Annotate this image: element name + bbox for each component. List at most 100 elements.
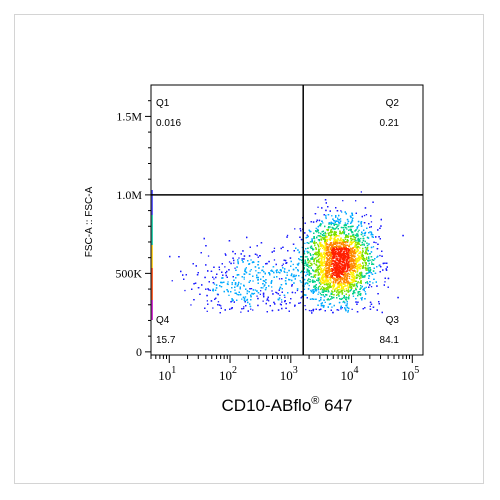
event-dot: [278, 278, 281, 280]
event-dot: [320, 236, 322, 238]
event-dot: [284, 296, 286, 298]
event-dots: [169, 191, 404, 314]
event-dot: [335, 239, 337, 241]
event-dot: [353, 238, 355, 240]
event-dot: [367, 265, 369, 267]
event-dot: [228, 294, 230, 296]
event-dot: [316, 279, 318, 281]
event-dot: [380, 225, 382, 227]
event-dot: [328, 258, 330, 261]
event-dot: [356, 235, 358, 238]
event-dot: [321, 245, 323, 248]
event-dot: [329, 278, 331, 281]
event-dot: [333, 228, 335, 230]
event-dot: [233, 262, 235, 264]
event-dot: [326, 249, 328, 251]
event-dot: [384, 281, 386, 283]
event-dot: [311, 280, 313, 282]
event-dot: [354, 258, 357, 260]
event-dot: [314, 276, 316, 278]
event-dot: [324, 272, 327, 274]
event-dot: [317, 271, 319, 273]
event-dot: [304, 242, 306, 244]
event-dot: [309, 279, 311, 281]
event-dot: [370, 286, 373, 288]
event-dot: [304, 260, 306, 263]
event-dot: [361, 255, 363, 258]
event-dot: [324, 273, 326, 275]
event-dot: [250, 288, 253, 290]
event-dot: [340, 242, 343, 244]
event-dot: [209, 289, 211, 291]
event-dot: [348, 275, 351, 278]
event-dot: [220, 305, 222, 307]
event-dot: [248, 273, 250, 275]
event-dot: [306, 256, 308, 258]
event-dot: [343, 224, 346, 226]
event-dot: [317, 248, 320, 250]
event-dot: [354, 238, 356, 240]
event-dot: [236, 293, 238, 296]
event-dot: [335, 246, 337, 248]
event-dot: [318, 240, 321, 242]
event-dot: [327, 254, 330, 256]
event-dot: [331, 215, 333, 217]
event-dot: [350, 284, 352, 286]
event-dot: [331, 306, 333, 308]
event-dot: [317, 265, 320, 267]
event-dot: [309, 281, 312, 283]
event-dot: [321, 252, 323, 254]
event-dot: [342, 301, 344, 303]
event-dot: [365, 262, 367, 264]
event-dot: [317, 206, 319, 208]
event-dot: [347, 269, 349, 271]
event-dot: [361, 267, 364, 269]
event-dot: [342, 200, 344, 202]
event-dot: [329, 275, 332, 277]
event-dot: [328, 262, 330, 264]
event-dot: [317, 293, 319, 295]
event-dot: [308, 284, 310, 287]
event-dot: [212, 307, 214, 309]
event-dot: [362, 235, 364, 237]
event-dot: [337, 268, 340, 271]
event-dot: [363, 260, 366, 262]
event-dot: [303, 286, 305, 288]
event-dot: [217, 304, 219, 306]
event-dot: [320, 279, 322, 281]
event-dot: [307, 252, 309, 254]
event-dot: [339, 259, 341, 261]
event-dot: [322, 222, 324, 224]
event-dot: [294, 228, 296, 230]
event-dot: [332, 265, 335, 267]
event-dot: [349, 254, 351, 256]
event-dot: [369, 226, 371, 228]
event-dot: [314, 240, 316, 242]
event-dot: [300, 281, 302, 283]
event-dot: [337, 242, 339, 244]
event-dot: [341, 307, 343, 309]
figure-frame: [14, 14, 484, 484]
event-dot: [369, 259, 371, 261]
event-dot: [344, 222, 346, 224]
event-dot: [282, 263, 284, 265]
event-dot: [357, 239, 359, 241]
event-dot: [284, 271, 286, 273]
event-dot: [306, 234, 308, 236]
event-dot: [268, 300, 270, 302]
event-dot: [301, 246, 303, 249]
event-dot: [336, 224, 338, 226]
event-dot: [252, 309, 254, 311]
event-dot: [246, 298, 249, 301]
event-dot: [343, 279, 345, 282]
event-dot: [241, 258, 243, 260]
event-dot: [345, 244, 347, 246]
event-dot: [357, 260, 359, 262]
event-dot: [326, 235, 328, 238]
event-dot: [318, 291, 320, 293]
event-dot: [253, 292, 256, 295]
event-dot: [342, 278, 344, 280]
event-dot: [250, 308, 252, 310]
event-dot: [357, 282, 359, 284]
event-dot: [346, 239, 348, 241]
